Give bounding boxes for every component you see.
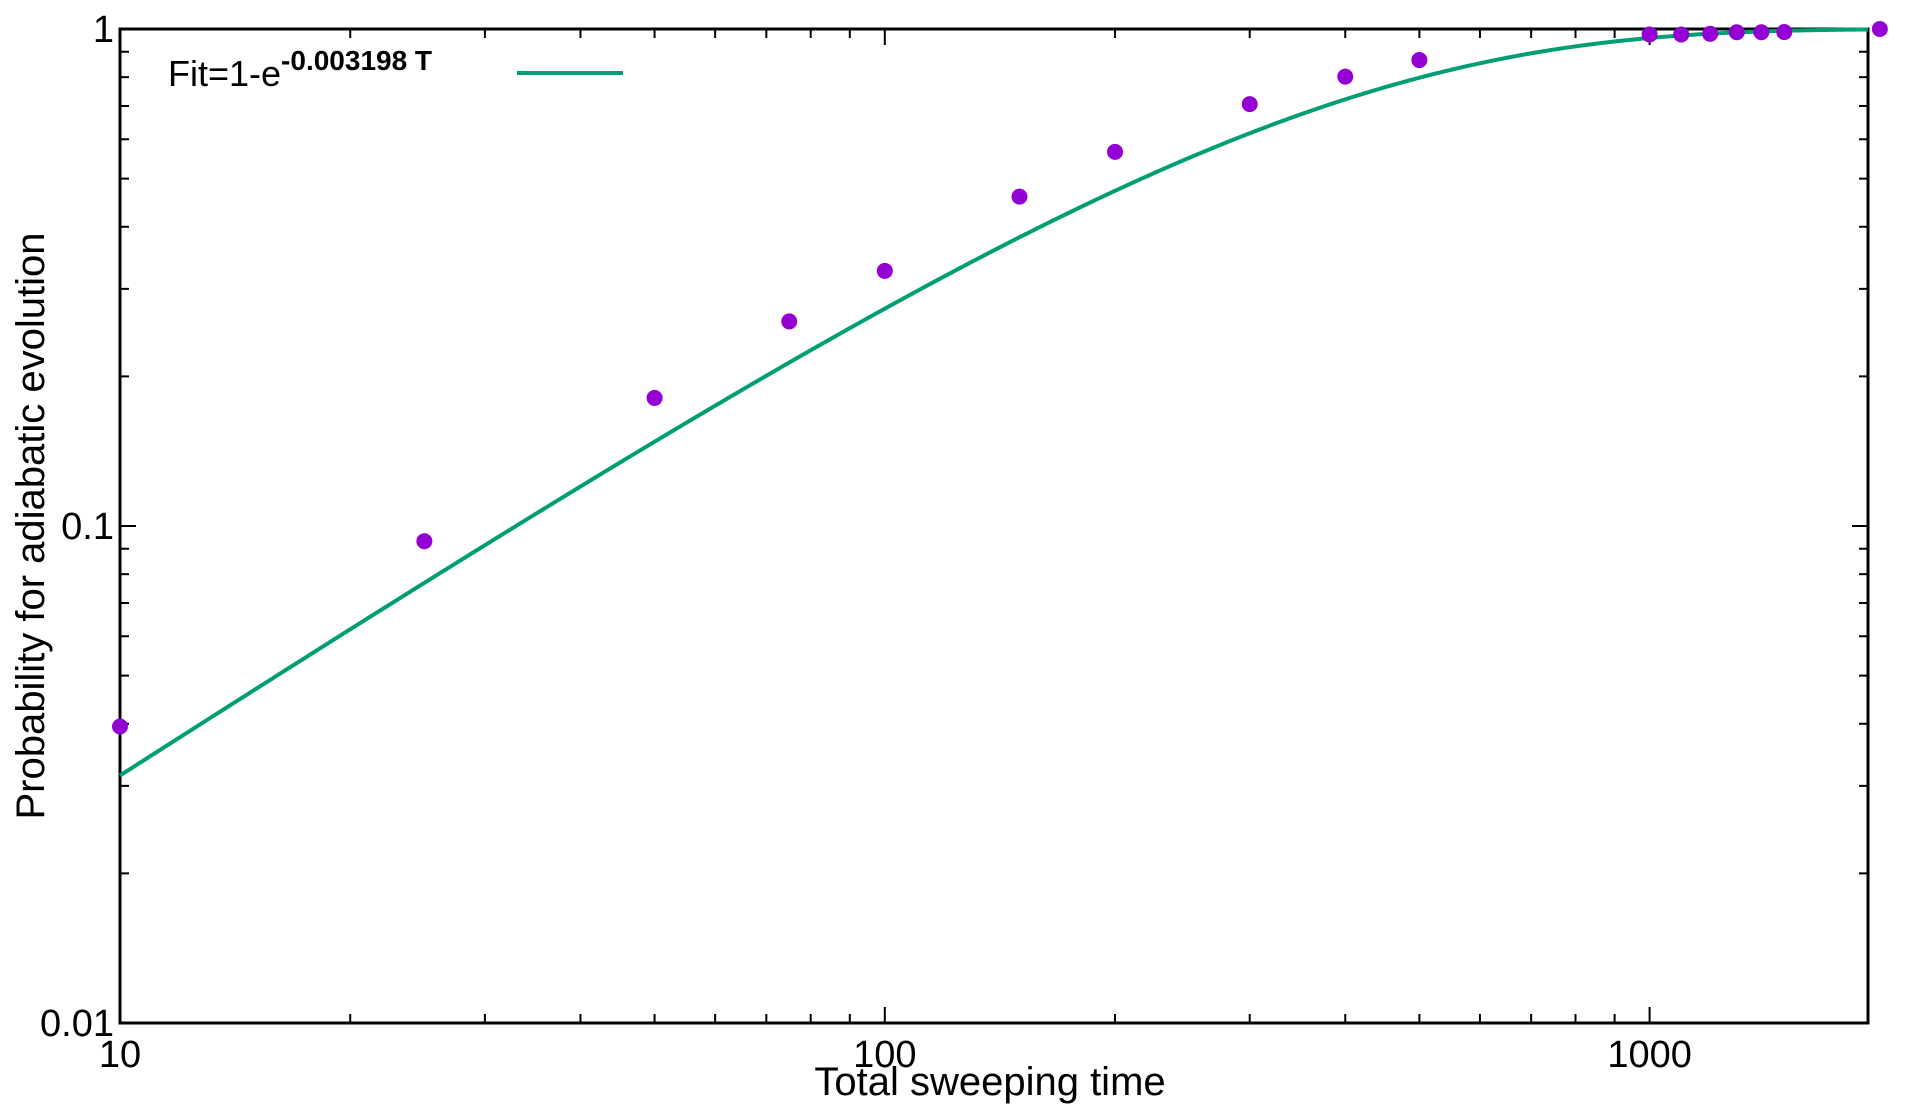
data-point bbox=[1702, 25, 1719, 42]
y-tick-label: 1 bbox=[93, 9, 114, 51]
y-axis: 0.01 0.1 1 bbox=[40, 9, 1868, 1045]
x-tick-label: 100 bbox=[853, 1034, 916, 1076]
x-tick-label: 1000 bbox=[1607, 1034, 1692, 1076]
y-tick-label: 0.01 bbox=[40, 1003, 114, 1045]
legend-label-exponent: -0.003198 T bbox=[281, 45, 432, 76]
plot-frame bbox=[118, 27, 1870, 1025]
legend-label: Fit=1-e-0.003198 T bbox=[168, 45, 432, 94]
fit-curve-line bbox=[118, 27, 1869, 778]
data-point bbox=[1641, 26, 1658, 43]
data-points bbox=[112, 21, 1888, 735]
x-axis: 10 100 1000 bbox=[99, 29, 1692, 1076]
data-point bbox=[1673, 26, 1690, 43]
data-point bbox=[646, 389, 663, 406]
data-point bbox=[1011, 188, 1028, 205]
data-point bbox=[1107, 143, 1124, 160]
y-tick-label: 0.1 bbox=[61, 506, 114, 548]
x-tick-label: 10 bbox=[99, 1034, 141, 1076]
data-point bbox=[1728, 24, 1745, 41]
legend: Fit=1-e-0.003198 T bbox=[168, 45, 623, 94]
x-axis-label: Total sweeping time bbox=[814, 1060, 1165, 1104]
data-point bbox=[1871, 21, 1888, 37]
y-axis-label: Probability for adiabatic evolution bbox=[9, 232, 53, 819]
plot-border bbox=[118, 27, 1870, 1025]
data-point bbox=[1337, 68, 1354, 85]
data-point bbox=[112, 718, 128, 735]
data-point bbox=[1776, 24, 1793, 41]
data-point bbox=[416, 533, 433, 550]
data-point bbox=[1241, 96, 1258, 113]
legend-label-prefix: Fit=1-e bbox=[168, 53, 281, 94]
data-point bbox=[1411, 52, 1428, 69]
data-point bbox=[1753, 24, 1770, 41]
data-point bbox=[876, 262, 893, 279]
data-point bbox=[781, 313, 798, 330]
